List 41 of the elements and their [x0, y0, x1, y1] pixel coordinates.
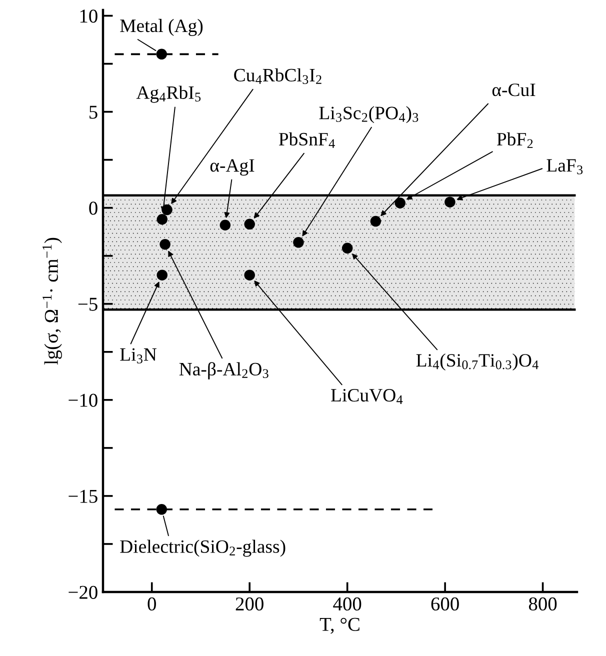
annotation: Cu$_{4}$RbCl$_{3}$I$_{2}$	[234, 68, 322, 84]
point	[244, 218, 255, 230]
annotation: LaF$_{3}$	[546, 159, 583, 174]
annotation: Ag$_{4}$RbI$_{5}$	[136, 86, 201, 103]
y-tick-label: 5	[90, 106, 98, 119]
x-axis-title: T, °C	[320, 618, 360, 634]
annotation: α-CuI	[492, 84, 536, 96]
point	[394, 198, 406, 208]
point	[156, 504, 168, 515]
point	[370, 216, 382, 227]
y-tick-label: 10	[80, 10, 98, 23]
y-tick-label: −5	[78, 298, 98, 311]
point	[444, 196, 456, 208]
x-tick-label: 600	[431, 597, 459, 611]
y-tick-label: −15	[68, 490, 98, 503]
x-tick-label: 800	[528, 597, 557, 611]
annotation: Metal (Ag)	[120, 18, 203, 36]
point	[156, 214, 168, 225]
point	[220, 220, 231, 231]
annotation: PbF$_{2}$	[496, 132, 533, 148]
annotation: LiCuVO$_{4}$	[331, 388, 403, 404]
y-axis-title: lg(σ, Ω$^{−1}$· cm$^{−1}$)	[42, 238, 62, 365]
y-tick-label: −10	[68, 394, 98, 407]
x-tick-label: 200	[236, 597, 264, 611]
point	[160, 238, 170, 250]
point	[342, 242, 353, 254]
y-tick-label: −20	[68, 586, 98, 599]
y-tick-label: 0	[89, 202, 98, 215]
annotation: Li$_{3}$Sc$_{2}$(PO$_{4}$)$_{3}$	[319, 106, 418, 124]
point	[244, 270, 255, 280]
point	[293, 237, 304, 248]
annotation: PbSnF$_{4}$	[278, 132, 335, 148]
annotation: Li$_{4}$(Si$_{0.7}$Ti$_{0.3}$)O$_{4}$	[416, 353, 538, 370]
x-tick-label: 0	[148, 597, 156, 611]
annotation: Na-β-Al$_{2}$O$_{3}$	[179, 362, 268, 380]
point	[156, 48, 168, 60]
x-tick-label: 400	[333, 597, 362, 611]
point	[156, 270, 168, 280]
annotation: Dielectric(SiO$_{2}$-glass)	[120, 540, 286, 557]
annotation: Li$_{3}$N	[120, 348, 157, 364]
annotation: α-AgI	[210, 159, 254, 176]
